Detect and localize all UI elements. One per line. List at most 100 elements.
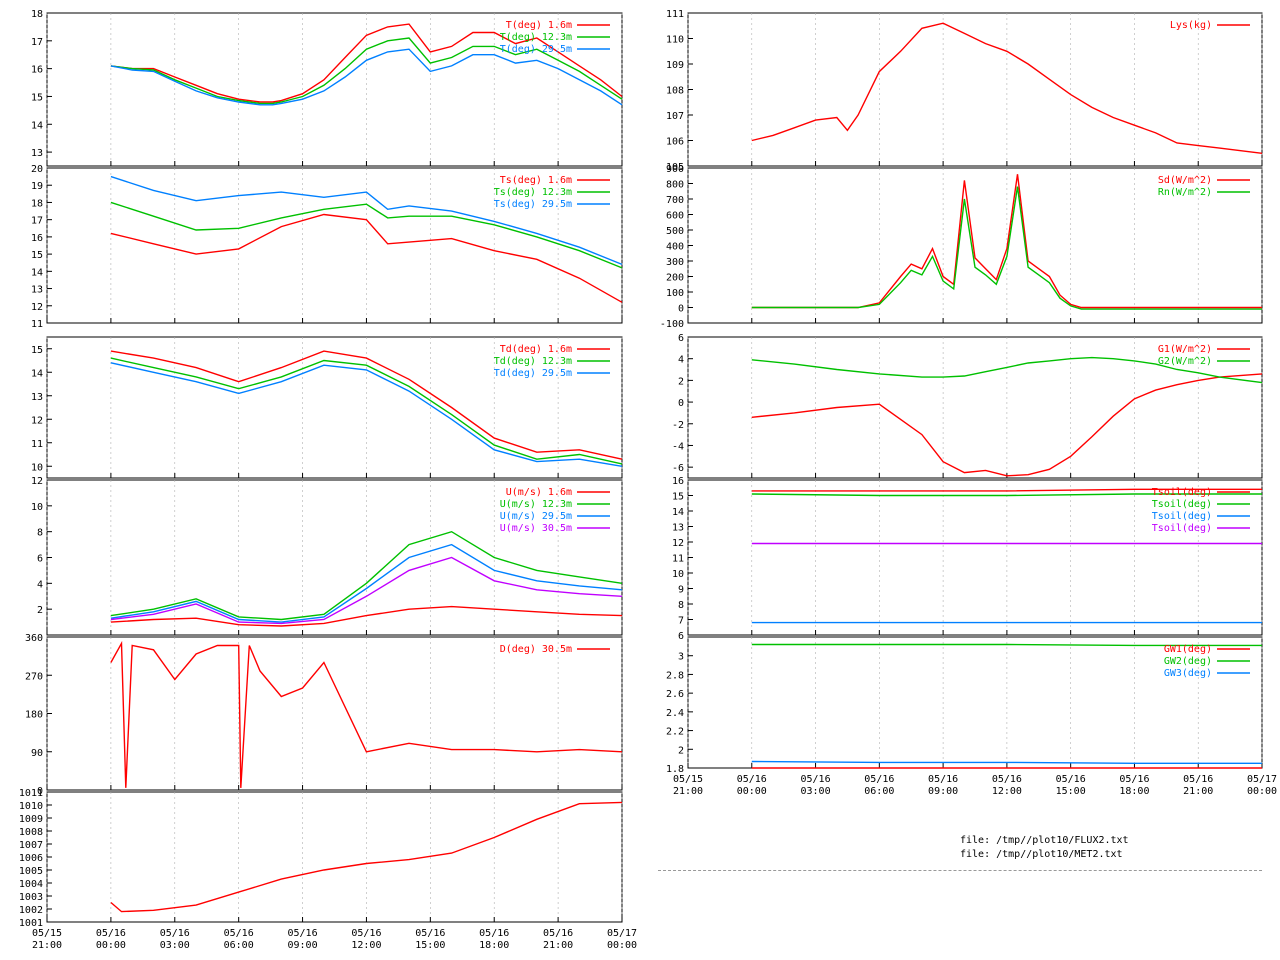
y-tick-label: -4 bbox=[672, 441, 684, 452]
x-tick-label: 05/16 bbox=[992, 774, 1022, 785]
y-tick-label: 19 bbox=[31, 181, 43, 192]
y-tick-label: 9 bbox=[678, 585, 684, 596]
y-tick-label: 1.8 bbox=[666, 764, 684, 775]
y-tick-label: 20 bbox=[31, 164, 43, 175]
x-tick-label: 21:00 bbox=[32, 940, 62, 951]
x-tick-label: 05/16 bbox=[543, 928, 573, 939]
series-line bbox=[110, 175, 623, 266]
plot-frame bbox=[46, 636, 623, 791]
x-tick-label: 06:00 bbox=[864, 786, 894, 797]
x-tick-label: 05/16 bbox=[479, 928, 509, 939]
series-line bbox=[110, 801, 623, 913]
y-tick-label: 900 bbox=[666, 164, 684, 175]
series-line bbox=[751, 643, 1262, 647]
x-tick-label: 05/16 bbox=[928, 774, 958, 785]
series-line bbox=[751, 493, 1262, 497]
y-tick-label: 1004 bbox=[19, 879, 43, 890]
legend-label: Tsoil(deg) bbox=[1152, 487, 1212, 498]
series-line bbox=[110, 357, 623, 465]
series-line bbox=[110, 350, 623, 460]
series-line bbox=[110, 213, 623, 303]
legend-label: U(m/s) 12.3m bbox=[500, 499, 572, 510]
y-tick-label: 360 bbox=[25, 633, 43, 644]
legend-label: U(m/s) 1.6m bbox=[506, 487, 572, 498]
y-tick-label: 6 bbox=[678, 333, 684, 344]
y-tick-label: 14 bbox=[31, 267, 43, 278]
legend-label: T(deg) 1.6m bbox=[506, 20, 572, 31]
y-tick-label: 11 bbox=[31, 319, 43, 330]
series-line bbox=[751, 760, 1262, 764]
y-tick-label: 15 bbox=[672, 492, 684, 503]
chart-u: 12 10 8 6 4 2 U(m/s) 1.6mU(m/s) 12.3mU(m/s) 29… bbox=[31, 476, 623, 636]
y-tick-label: 1001 bbox=[19, 918, 43, 929]
y-tick-label: 0 bbox=[678, 398, 684, 409]
x-tick-label: 05/17 bbox=[607, 928, 637, 939]
chart-gw: 32.82.62.42.221.805/1521:0005/1600:0005/… bbox=[666, 636, 1277, 797]
y-tick-label: 2 bbox=[37, 605, 43, 616]
y-tick-label: 600 bbox=[666, 211, 684, 222]
y-tick-label: 110 bbox=[666, 35, 684, 46]
y-tick-label: 18 bbox=[31, 198, 43, 209]
legend-label: Sd(W/m^2) bbox=[1158, 175, 1212, 186]
x-tick-label: 00:00 bbox=[1247, 786, 1277, 797]
x-tick-label: 05/16 bbox=[737, 774, 767, 785]
y-tick-label: 100 bbox=[666, 288, 684, 299]
y-tick-label: 4 bbox=[678, 355, 684, 366]
x-tick-label: 06:00 bbox=[224, 940, 254, 951]
y-tick-label: 12 bbox=[672, 538, 684, 549]
y-tick-label: 7 bbox=[678, 616, 684, 627]
x-tick-label: 05/15 bbox=[32, 928, 62, 939]
x-tick-label: 05/16 bbox=[801, 774, 831, 785]
y-tick-label: 12 bbox=[31, 476, 43, 487]
series-line bbox=[751, 373, 1263, 477]
x-tick-label: 12:00 bbox=[992, 786, 1022, 797]
plot-frame bbox=[46, 791, 623, 923]
y-tick-label: 12 bbox=[31, 302, 43, 313]
legend-label: Td(deg) 12.3m bbox=[494, 356, 572, 367]
series-line bbox=[110, 23, 623, 103]
y-tick-label: 180 bbox=[25, 710, 43, 721]
y-tick-label: 2 bbox=[678, 745, 684, 756]
series-line bbox=[110, 37, 623, 105]
chart-tsoil: 161514131211109876Tsoil(deg)Tsoil(deg)Ts… bbox=[672, 476, 1263, 642]
series-line bbox=[751, 356, 1263, 384]
y-tick-label: 1009 bbox=[19, 814, 43, 825]
y-tick-label: 1002 bbox=[19, 905, 43, 916]
x-tick-label: 03:00 bbox=[160, 940, 190, 951]
y-tick-label: 18 bbox=[31, 9, 43, 20]
legend-label: Rn(W/m^2) bbox=[1158, 187, 1212, 198]
y-tick-label: 14 bbox=[672, 507, 684, 518]
chart-g: 6 4 2 0 -2 -4 -6 G1(W/m^2)G2(W/m^2) bbox=[672, 333, 1263, 479]
file-line-met: file: /tmp//plot10/MET2.txt bbox=[960, 849, 1123, 860]
y-tick-label: -2 bbox=[672, 420, 684, 431]
series-line bbox=[751, 174, 1262, 309]
series-line bbox=[751, 22, 1263, 154]
y-tick-label: 15 bbox=[31, 250, 43, 261]
series-line bbox=[110, 362, 623, 467]
y-tick-label: 800 bbox=[666, 180, 684, 191]
legend-label: T(deg) 29.5m bbox=[500, 44, 572, 55]
file-line-flux: file: /tmp//plot10/FLUX2.txt bbox=[960, 835, 1129, 846]
y-tick-label: 2.2 bbox=[666, 727, 684, 738]
y-tick-label: -100 bbox=[660, 319, 684, 330]
series-line bbox=[110, 48, 623, 106]
x-tick-label: 18:00 bbox=[479, 940, 509, 951]
legend-label: GW2(deg) bbox=[1164, 656, 1212, 667]
y-tick-label: 107 bbox=[666, 111, 684, 122]
y-tick-label: 1005 bbox=[19, 866, 43, 877]
x-tick-label: 18:00 bbox=[1119, 786, 1149, 797]
y-tick-label: 13 bbox=[31, 148, 43, 159]
y-tick-label: 2.4 bbox=[666, 708, 684, 719]
y-tick-label: 14 bbox=[31, 368, 43, 379]
legend-label: Ts(deg) 12.3m bbox=[494, 187, 572, 198]
x-tick-label: 05/15 bbox=[673, 774, 703, 785]
y-tick-label: 109 bbox=[666, 60, 684, 71]
y-tick-label: 11 bbox=[31, 439, 43, 450]
y-tick-label: 1007 bbox=[19, 840, 43, 851]
y-tick-label: 1008 bbox=[19, 827, 43, 838]
y-tick-label: 10 bbox=[31, 502, 43, 513]
x-tick-label: 21:00 bbox=[543, 940, 573, 951]
y-tick-label: 16 bbox=[31, 233, 43, 244]
x-tick-label: 00:00 bbox=[96, 940, 126, 951]
legend-label: Lys(kg) bbox=[1170, 20, 1212, 31]
